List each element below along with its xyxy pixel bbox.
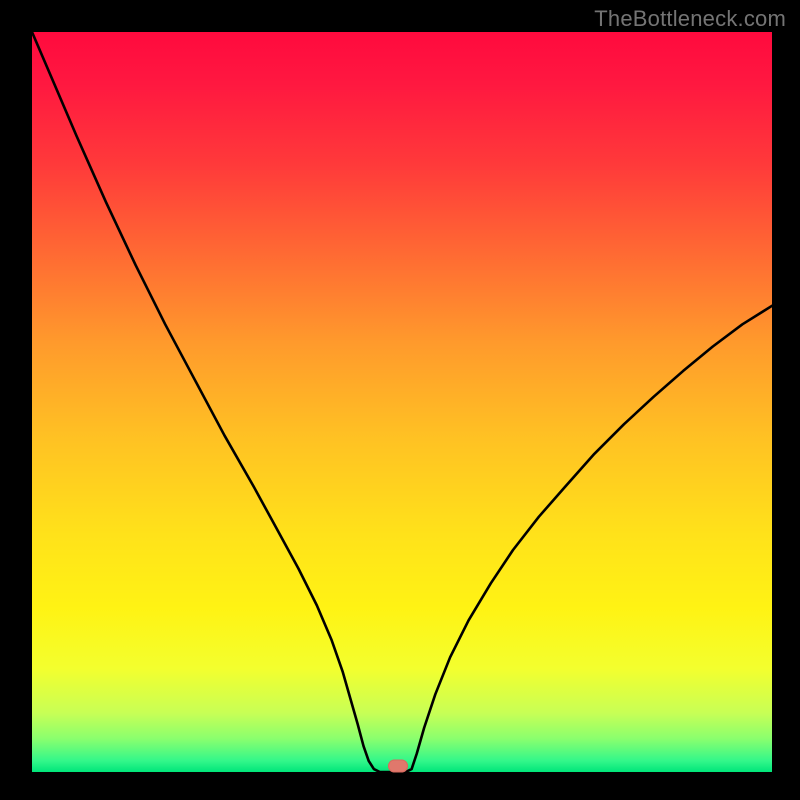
- plot-area: [32, 32, 772, 772]
- watermark-text: TheBottleneck.com: [594, 6, 786, 32]
- chart-stage: TheBottleneck.com: [0, 0, 800, 800]
- valley-marker: [388, 760, 408, 773]
